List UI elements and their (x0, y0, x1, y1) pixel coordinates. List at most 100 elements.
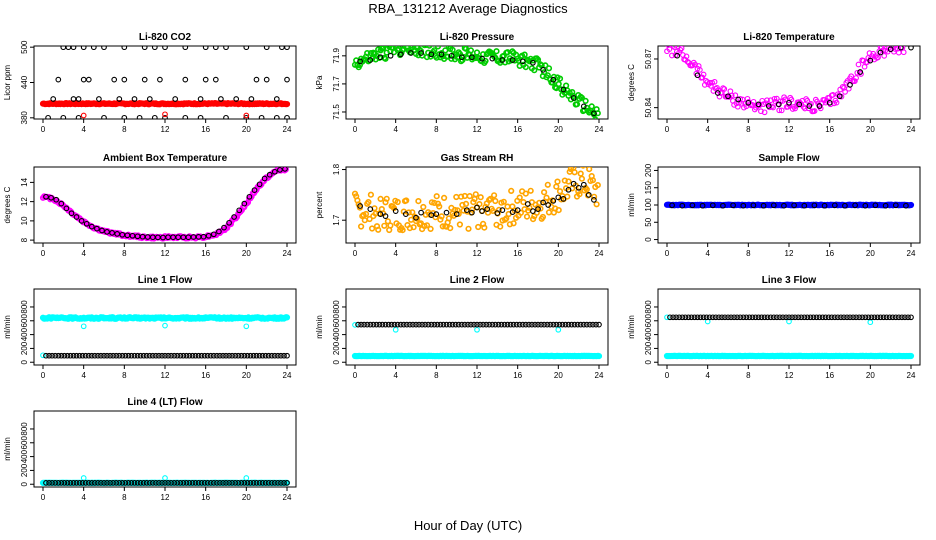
data-point (752, 314, 759, 321)
data-point (745, 99, 752, 106)
data-point (383, 195, 390, 202)
data-point (415, 198, 422, 205)
y-axis-label: ml/min (627, 193, 636, 217)
data-point (358, 223, 365, 230)
x-tick-label: 16 (825, 249, 834, 258)
data-point (892, 202, 899, 209)
data-point (85, 76, 92, 83)
data-point (180, 352, 187, 359)
data-point (271, 168, 278, 175)
data-point (892, 314, 899, 321)
data-point (73, 352, 80, 359)
x-tick-label: 0 (41, 493, 46, 502)
data-point (114, 231, 121, 237)
data-point (192, 480, 199, 486)
x-tick-label: 16 (201, 493, 210, 502)
data-point (463, 207, 470, 213)
data-point (559, 321, 566, 328)
data-point (685, 314, 692, 321)
data-point (243, 323, 250, 330)
data-point (407, 321, 413, 328)
x-tick-label: 4 (705, 125, 710, 134)
data-point (880, 314, 887, 321)
data-point (434, 321, 441, 328)
data-point (458, 54, 465, 61)
data-point (595, 353, 603, 360)
data-point (576, 191, 583, 198)
data-point (121, 46, 128, 51)
x-tick-label: 20 (242, 493, 251, 502)
data-point (198, 480, 205, 486)
data-point (874, 314, 881, 321)
x-tick-label: 8 (746, 371, 751, 380)
data-point (545, 202, 552, 208)
data-point (375, 226, 382, 233)
data-point (204, 480, 211, 486)
data-point (256, 352, 263, 359)
data-point (499, 57, 506, 63)
data-point (590, 193, 598, 200)
data-point (265, 352, 272, 359)
data-point (826, 99, 833, 106)
x-tick-label: 12 (161, 371, 170, 380)
data-point (223, 46, 229, 51)
data-point (96, 96, 102, 102)
data-point (268, 352, 275, 359)
data-point (377, 211, 384, 217)
data-point (728, 314, 734, 321)
data-point (560, 196, 567, 202)
data-point (780, 314, 786, 321)
data-point (469, 206, 476, 213)
data-point (591, 110, 597, 117)
data-point (201, 480, 208, 486)
data-point (577, 170, 584, 177)
data-point (462, 46, 470, 52)
data-point (509, 57, 516, 63)
data-point (266, 171, 273, 178)
data-point (491, 192, 498, 199)
data-point (556, 75, 564, 82)
y-tick-label: 200 (20, 463, 29, 477)
data-point (46, 480, 52, 486)
data-point (841, 314, 847, 321)
data-point (852, 78, 858, 84)
data-point (268, 480, 275, 486)
data-point (571, 169, 578, 176)
data-point (385, 321, 392, 328)
y-tick-label: 400 (644, 327, 653, 341)
y-axis-label: ml/min (3, 437, 12, 461)
data-point (247, 352, 254, 359)
chart-title: Li-820 Temperature (743, 32, 835, 43)
data-point (43, 352, 49, 359)
data-point (182, 114, 189, 119)
data-point (355, 321, 361, 328)
data-point (263, 46, 270, 51)
data-point (94, 225, 100, 232)
data-point (162, 352, 168, 359)
data-point (669, 202, 675, 209)
data-point (361, 321, 367, 328)
data-point (238, 352, 245, 359)
data-point (688, 314, 695, 321)
data-point (405, 209, 412, 216)
data-point (131, 480, 138, 486)
data-point (275, 352, 281, 359)
data-point (157, 76, 163, 83)
data-point (577, 321, 584, 328)
data-point (113, 352, 120, 359)
data-point (670, 314, 676, 321)
data-point (570, 180, 577, 187)
x-tick-label: 4 (393, 249, 398, 258)
data-point (504, 203, 511, 210)
data-point (670, 46, 676, 49)
chart-title: Ambient Box Temperature (103, 153, 228, 164)
data-point (204, 352, 211, 359)
data-point (111, 76, 118, 83)
data-point (495, 321, 502, 328)
data-point (90, 46, 97, 51)
data-point (168, 352, 174, 359)
data-point (553, 183, 560, 190)
data-point (271, 352, 278, 359)
data-point (594, 182, 601, 189)
